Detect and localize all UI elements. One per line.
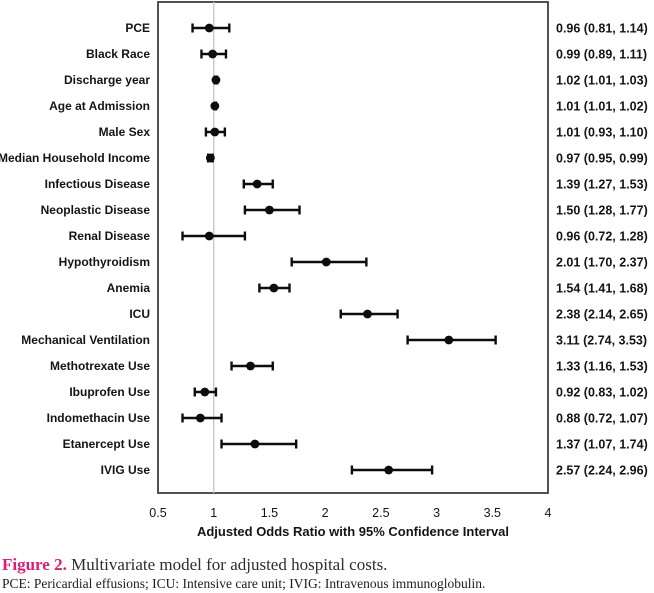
row-value: 3.11 (2.74, 3.53) — [556, 334, 647, 348]
point-estimate-dot — [211, 75, 221, 85]
forest-row: Neoplastic Disease 1.50 (1.28, 1.77) — [41, 203, 648, 218]
point-estimate-dot — [205, 153, 215, 163]
row-value: 1.02 (1.01, 1.03) — [556, 74, 648, 88]
point-estimate-dot — [363, 309, 372, 319]
row-label: Male Sex — [99, 125, 151, 139]
forest-row: ICU 2.38 (2.14, 2.65) — [129, 307, 647, 322]
row-label: Age at Admission — [49, 99, 150, 113]
forest-row: Indomethacin Use 0.88 (0.72, 1.07) — [47, 411, 648, 426]
row-value: 1.39 (1.27, 1.53) — [556, 178, 648, 192]
x-tick-label: 1 — [210, 506, 217, 520]
forest-row: Ibuprofen Use 0.92 (0.83, 1.02) — [69, 385, 647, 400]
forest-row: Age at Admission 1.01 (1.01, 1.02) — [49, 99, 648, 114]
forest-row: PCE 0.96 (0.81, 1.14) — [125, 21, 647, 36]
row-value: 1.50 (1.28, 1.77) — [556, 204, 648, 218]
rows-group: PCE 0.96 (0.81, 1.14) Black Race 0.99 (0.89… — [0, 21, 648, 478]
figure-footnote: PCE: Pericardial effusions; ICU: Intensi… — [2, 576, 486, 591]
forest-row: Median Household Income 0.97 (0.95, 0.99) — [0, 151, 648, 166]
point-estimate-dot — [204, 23, 214, 33]
row-label: PCE — [125, 21, 150, 35]
x-tick-label: 2 — [322, 506, 329, 520]
row-label: Black Race — [86, 47, 150, 61]
row-value: 2.57 (2.24, 2.96) — [556, 464, 648, 478]
row-label: Neoplastic Disease — [41, 203, 151, 217]
figure-caption-text: Multivariate model for adjusted hospital… — [66, 555, 388, 574]
point-estimate-dot — [200, 387, 210, 397]
row-value: 1.33 (1.16, 1.53) — [556, 360, 648, 374]
row-value: 2.01 (1.70, 2.37) — [556, 256, 648, 270]
row-label: Etanercept Use — [63, 437, 151, 451]
forest-row: Discharge year 1.02 (1.01, 1.03) — [64, 73, 648, 88]
x-tick-label: 1.5 — [261, 506, 278, 520]
x-tick-label: 0.5 — [149, 506, 166, 520]
forest-row: Mechanical Ventilation 3.11 (2.74, 3.53) — [21, 333, 647, 348]
row-label: Indomethacin Use — [47, 411, 151, 425]
point-estimate-dot — [210, 101, 220, 111]
x-axis-label: Adjusted Odds Ratio with 95% Confidence … — [197, 524, 509, 539]
point-estimate-dot — [210, 127, 220, 137]
row-value: 0.92 (0.83, 1.02) — [556, 386, 648, 400]
point-estimate-dot — [246, 361, 255, 371]
x-tick-label: 3 — [433, 506, 440, 520]
row-value: 1.01 (1.01, 1.02) — [556, 100, 648, 114]
point-estimate-dot — [204, 231, 214, 241]
forest-row: Hypothyroidism 2.01 (1.70, 2.37) — [59, 255, 648, 270]
x-tick-label: 3.5 — [484, 506, 501, 520]
point-estimate-dot — [265, 205, 274, 215]
x-tick-label: 4 — [545, 506, 552, 520]
row-label: Median Household Income — [0, 151, 150, 165]
row-label: Infectious Disease — [45, 177, 151, 191]
x-axis-ticks: 0.5 1 1.5 2 2.5 3 3.5 4 — [149, 506, 551, 520]
point-estimate-dot — [444, 335, 454, 345]
row-value: 0.96 (0.72, 1.28) — [556, 230, 648, 244]
point-estimate-dot — [384, 465, 394, 475]
plot-frame — [157, 1, 549, 494]
row-value: 1.37 (1.07, 1.74) — [556, 438, 648, 452]
figure-caption-label: Figure 2. — [2, 555, 67, 574]
row-value: 0.97 (0.95, 0.99) — [556, 152, 648, 166]
forest-row: Methotrexate Use 1.33 (1.16, 1.53) — [50, 359, 648, 374]
row-label: Methotrexate Use — [50, 359, 150, 373]
row-label: Anemia — [107, 281, 151, 295]
row-label: Discharge year — [64, 73, 150, 87]
point-estimate-dot — [269, 283, 279, 293]
row-label: Ibuprofen Use — [69, 385, 150, 399]
row-value: 0.99 (0.89, 1.11) — [556, 48, 647, 62]
forest-row: Etanercept Use 1.37 (1.07, 1.74) — [63, 437, 648, 452]
x-tick-label: 2.5 — [372, 506, 389, 520]
row-value: 1.54 (1.41, 1.68) — [556, 282, 648, 296]
row-label: Renal Disease — [69, 229, 151, 243]
point-estimate-dot — [321, 257, 331, 267]
point-estimate-dot — [195, 413, 205, 423]
point-estimate-dot — [252, 179, 262, 189]
row-label: IVIG Use — [101, 463, 151, 477]
row-value: 2.38 (2.14, 2.65) — [556, 308, 648, 322]
forest-row: Black Race 0.99 (0.89, 1.11) — [86, 47, 647, 62]
point-estimate-dot — [208, 49, 218, 59]
forest-row: Anemia 1.54 (1.41, 1.68) — [107, 281, 648, 296]
row-label: Hypothyroidism — [59, 255, 150, 269]
figure-caption: Figure 2. Multivariate model for adjuste… — [2, 555, 387, 575]
forest-row: Infectious Disease 1.39 (1.27, 1.53) — [45, 177, 648, 192]
row-value: 1.01 (0.93, 1.10) — [556, 126, 648, 140]
forest-row: IVIG Use 2.57 (2.24, 2.96) — [101, 463, 648, 478]
forest-row: Male Sex 1.01 (0.93, 1.10) — [99, 125, 648, 140]
point-estimate-dot — [250, 439, 260, 449]
row-value: 0.96 (0.81, 1.14) — [556, 22, 648, 36]
row-label: ICU — [129, 307, 150, 321]
row-value: 0.88 (0.72, 1.07) — [556, 412, 648, 426]
forest-plot: PCE 0.96 (0.81, 1.14) Black Race 0.99 (0.89… — [0, 1, 648, 539]
forest-row: Renal Disease 0.96 (0.72, 1.28) — [69, 229, 648, 244]
row-label: Mechanical Ventilation — [21, 333, 150, 347]
